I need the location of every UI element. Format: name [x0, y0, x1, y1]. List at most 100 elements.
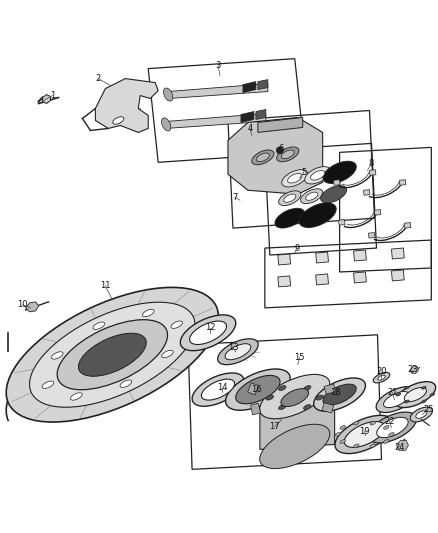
Ellipse shape	[421, 386, 426, 389]
Ellipse shape	[190, 321, 226, 344]
Ellipse shape	[368, 412, 417, 443]
Ellipse shape	[304, 405, 311, 409]
Ellipse shape	[171, 321, 183, 328]
Ellipse shape	[340, 425, 346, 429]
Ellipse shape	[201, 379, 235, 400]
Ellipse shape	[421, 400, 426, 403]
Polygon shape	[228, 117, 323, 194]
Text: 6: 6	[278, 144, 283, 153]
Polygon shape	[256, 109, 266, 119]
Ellipse shape	[71, 393, 82, 400]
Ellipse shape	[416, 411, 427, 418]
Bar	[324, 384, 336, 394]
Bar	[392, 270, 404, 281]
Bar	[404, 223, 411, 228]
Text: 3: 3	[215, 61, 221, 70]
Ellipse shape	[288, 174, 302, 183]
Ellipse shape	[384, 440, 389, 443]
Ellipse shape	[314, 378, 365, 411]
Ellipse shape	[311, 171, 325, 180]
Bar	[316, 274, 328, 285]
Text: 17: 17	[269, 422, 280, 431]
Polygon shape	[410, 366, 418, 374]
Ellipse shape	[6, 287, 219, 422]
Bar	[334, 180, 340, 185]
Polygon shape	[95, 78, 158, 132]
Ellipse shape	[275, 208, 304, 228]
Ellipse shape	[29, 302, 195, 407]
Ellipse shape	[279, 191, 301, 206]
Bar	[399, 180, 406, 185]
Bar	[364, 190, 370, 195]
Ellipse shape	[410, 407, 432, 422]
Text: 24: 24	[394, 443, 405, 452]
Ellipse shape	[353, 444, 359, 448]
Ellipse shape	[373, 373, 390, 383]
Bar	[353, 250, 366, 261]
Ellipse shape	[279, 405, 286, 409]
Ellipse shape	[260, 374, 330, 419]
Ellipse shape	[384, 425, 389, 429]
Text: 20: 20	[376, 367, 387, 376]
Ellipse shape	[51, 352, 63, 359]
Polygon shape	[42, 94, 50, 103]
Bar	[368, 232, 375, 238]
Ellipse shape	[323, 161, 357, 183]
Text: 23: 23	[407, 365, 418, 374]
Ellipse shape	[266, 395, 274, 400]
Text: 2: 2	[96, 74, 101, 83]
Text: 14: 14	[217, 383, 227, 392]
Ellipse shape	[404, 387, 427, 402]
Polygon shape	[243, 82, 256, 93]
Ellipse shape	[377, 417, 408, 438]
Ellipse shape	[42, 381, 54, 389]
Bar	[353, 272, 366, 283]
Ellipse shape	[430, 393, 434, 396]
Ellipse shape	[256, 153, 269, 161]
Polygon shape	[166, 114, 266, 128]
Ellipse shape	[180, 315, 236, 351]
Bar	[251, 403, 260, 415]
Text: 1: 1	[50, 91, 55, 100]
Ellipse shape	[300, 189, 323, 204]
Ellipse shape	[142, 309, 154, 317]
Ellipse shape	[236, 375, 280, 404]
Text: 16: 16	[251, 385, 262, 394]
Text: 8: 8	[369, 159, 374, 168]
Polygon shape	[25, 302, 39, 312]
Ellipse shape	[93, 322, 105, 329]
Ellipse shape	[226, 369, 290, 410]
Ellipse shape	[335, 415, 394, 454]
Ellipse shape	[284, 194, 296, 203]
Ellipse shape	[57, 320, 168, 390]
Ellipse shape	[389, 433, 394, 437]
Polygon shape	[396, 440, 408, 450]
Ellipse shape	[376, 386, 417, 413]
Text: 10: 10	[18, 301, 28, 309]
Polygon shape	[258, 79, 268, 90]
Ellipse shape	[120, 380, 132, 387]
Text: 15: 15	[294, 353, 305, 362]
Ellipse shape	[162, 118, 171, 131]
Ellipse shape	[323, 384, 356, 405]
Ellipse shape	[316, 395, 323, 400]
Ellipse shape	[405, 386, 409, 389]
Ellipse shape	[353, 421, 359, 425]
Polygon shape	[241, 111, 254, 123]
Text: 7: 7	[232, 193, 238, 201]
Bar	[370, 170, 376, 175]
Text: 21: 21	[387, 388, 398, 397]
Text: 19: 19	[359, 427, 370, 436]
Bar	[247, 383, 259, 395]
Bar	[278, 254, 290, 265]
Ellipse shape	[282, 169, 308, 187]
Bar	[374, 209, 381, 215]
Text: 9: 9	[294, 244, 300, 253]
Text: 11: 11	[100, 281, 111, 290]
Polygon shape	[168, 84, 268, 99]
Ellipse shape	[299, 203, 336, 228]
Bar	[322, 403, 334, 413]
Ellipse shape	[384, 392, 410, 408]
Text: 13: 13	[228, 343, 238, 352]
Ellipse shape	[305, 167, 331, 184]
